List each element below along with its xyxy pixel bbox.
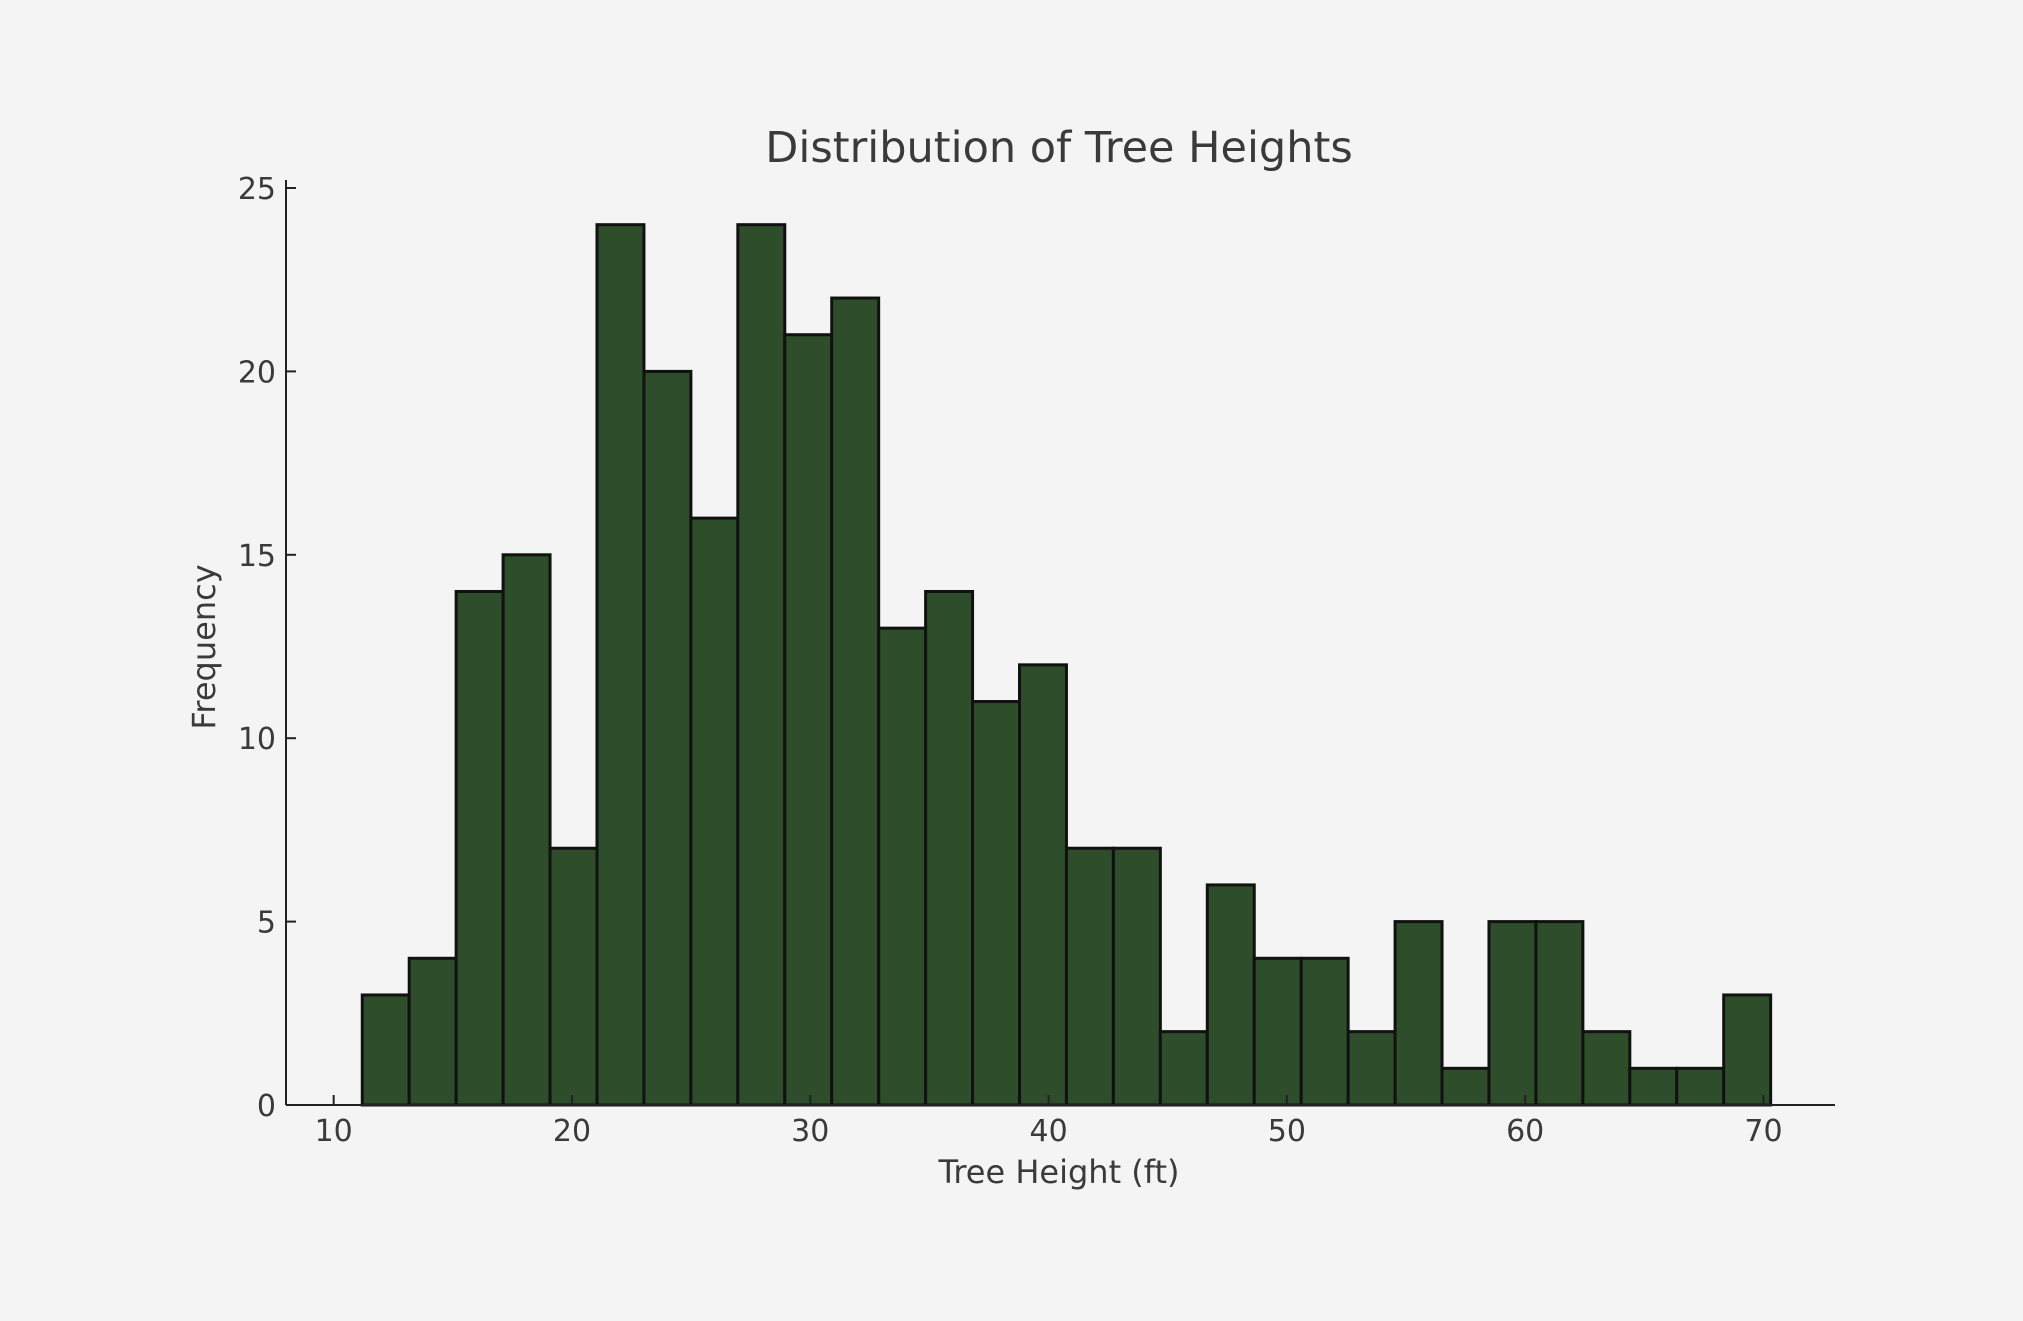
y-tick-label: 10 [238,722,276,757]
x-tick-label: 50 [1268,1114,1306,1149]
x-axis-label: Tree Height (ft) [937,1153,1179,1191]
histogram-bar [1018,663,1068,1107]
histogram-bar [1534,920,1585,1107]
histogram-bar [1346,1030,1397,1107]
histogram-bar [1628,1066,1679,1107]
histogram-bar [877,626,928,1107]
histogram-bar [1581,1030,1632,1107]
y-ticks-group: 0 5 10 15 20 25 [238,172,296,1124]
histogram-bar [1675,1066,1726,1107]
histogram-bar [595,223,646,1107]
x-tick-label: 40 [1029,1114,1067,1149]
histogram-bar [924,589,975,1107]
histogram-bar [1064,846,1115,1107]
x-tick-label: 30 [791,1114,829,1149]
y-tick-label: 25 [238,172,276,207]
histogram-bar [407,956,458,1107]
chart-title: Distribution of Tree Heights [765,123,1352,173]
histogram-bar [1440,1066,1491,1107]
x-tick-label: 60 [1506,1114,1544,1149]
histogram-bar [1487,920,1538,1107]
histogram-bar [1722,993,1773,1107]
histogram-bar [1252,956,1303,1107]
histogram-bar [1111,846,1162,1107]
y-tick-label: 15 [238,539,276,574]
histogram-bar [1205,883,1256,1107]
histogram-bar [830,296,881,1107]
x-tick-label: 20 [553,1114,591,1149]
histogram-bar [501,553,552,1107]
histogram-bar [736,223,787,1107]
histogram-bar [360,993,411,1107]
histogram-bar [454,589,505,1107]
x-ticks-group: 10 20 30 40 50 60 70 [315,1095,1783,1149]
histogram-bar [1158,1030,1209,1107]
y-tick-label: 0 [257,1089,276,1124]
bars-group [360,223,1773,1107]
y-axis-label: Frequency [185,564,223,729]
x-tick-label: 70 [1744,1114,1782,1149]
histogram-bar [1299,956,1350,1107]
y-tick-label: 20 [238,355,276,390]
x-tick-label: 10 [315,1114,353,1149]
histogram-bar [971,700,1022,1107]
histogram-bar [642,369,693,1107]
y-tick-label: 5 [257,906,276,941]
histogram-bar [548,846,599,1107]
histogram-bar [1393,920,1444,1107]
histogram-bar [783,333,834,1107]
histogram-bar [689,516,740,1107]
